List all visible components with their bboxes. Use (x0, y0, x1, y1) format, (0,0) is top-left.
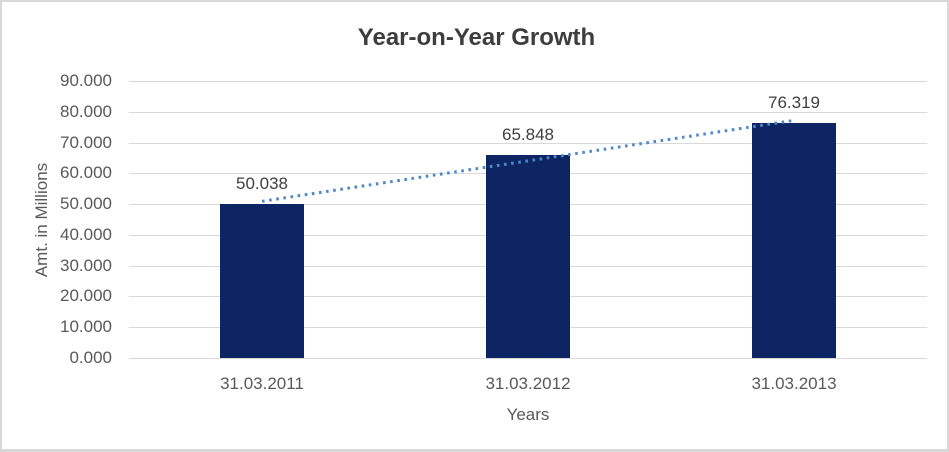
gridline (129, 81, 927, 82)
x-tick-label: 31.03.2011 (220, 374, 304, 393)
bar (752, 123, 836, 358)
bar-value-label: 76.319 (768, 93, 820, 112)
y-tick-label: 40.000 (60, 225, 112, 244)
y-tick-label: 80.000 (60, 102, 112, 121)
x-tick-label: 31.03.2012 (485, 374, 571, 393)
x-tick-label: 31.03.2013 (751, 374, 837, 393)
bar-value-label: 50.038 (236, 174, 288, 193)
x-axis-title: Years (506, 405, 550, 424)
y-tick-label: 70.000 (60, 133, 112, 152)
gridline (129, 112, 927, 113)
y-tick-label: 50.000 (60, 194, 112, 213)
bar (486, 155, 570, 358)
y-tick-label: 60.000 (60, 163, 112, 182)
chart-title: Year-on-Year Growth (357, 24, 596, 51)
gridline (129, 358, 927, 359)
y-tick-label: 0.000 (69, 348, 112, 367)
y-tick-label: 30.000 (60, 256, 112, 275)
y-tick-label: 90.000 (60, 71, 112, 90)
y-tick-label: 20.000 (60, 286, 112, 305)
bar (220, 204, 304, 358)
y-tick-label: 10.000 (60, 317, 112, 336)
bar-value-label: 65.848 (502, 125, 554, 144)
